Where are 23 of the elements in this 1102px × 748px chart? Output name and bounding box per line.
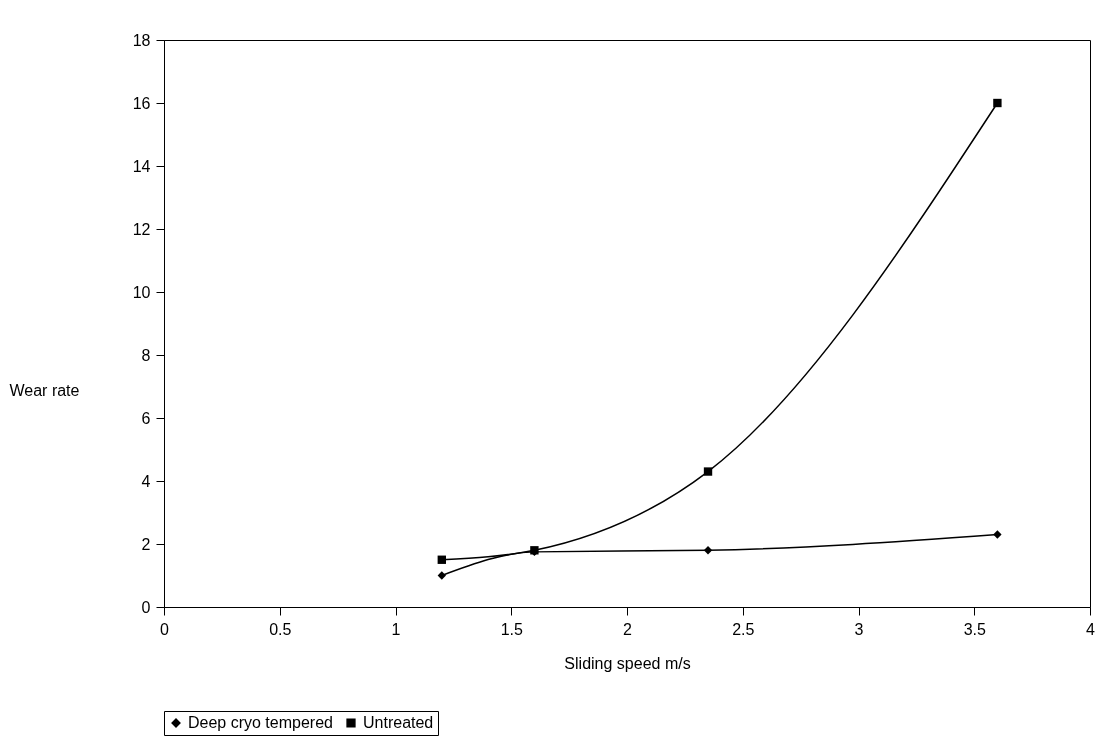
y-tick-label: 18 xyxy=(132,31,151,49)
x-tick-label: 3 xyxy=(854,620,864,638)
y-tick-label: 12 xyxy=(132,220,151,238)
x-tick-label: 0 xyxy=(160,620,170,638)
legend-label: Untreated xyxy=(363,714,434,731)
y-tick-label: 4 xyxy=(141,472,151,490)
x-tick-label: 0.5 xyxy=(269,620,292,638)
x-tick-label: 1 xyxy=(391,620,401,638)
y-tick-label: 8 xyxy=(141,346,151,364)
y-tick-label: 10 xyxy=(132,283,151,301)
y-tick-label: 14 xyxy=(132,157,151,175)
x-tick-label: 4 xyxy=(1086,620,1096,638)
x-tick-label: 3.5 xyxy=(963,620,986,638)
y-tick-label: 0 xyxy=(141,598,151,616)
x-tick-label: 2.5 xyxy=(732,620,755,638)
x-tick-label: 2 xyxy=(623,620,633,638)
x-axis-title: Sliding speed m/s xyxy=(564,654,691,672)
legend-label: Deep cryo tempered xyxy=(188,714,333,731)
y-tick-label: 2 xyxy=(141,535,151,553)
y-axis-title: Wear rate xyxy=(9,381,80,399)
x-tick-label: 1.5 xyxy=(500,620,523,638)
y-tick-label: 16 xyxy=(132,94,151,112)
y-tick-label: 6 xyxy=(141,409,151,427)
